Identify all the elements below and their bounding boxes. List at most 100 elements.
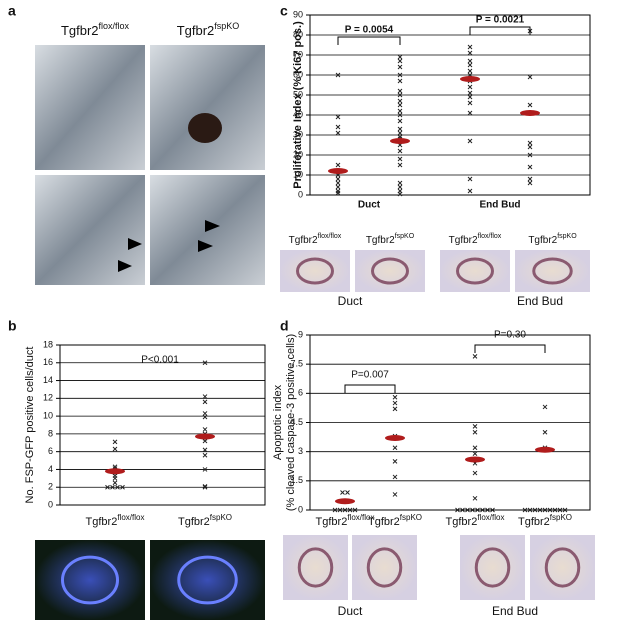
label-sup: fspKO [550, 513, 572, 522]
data-point [335, 190, 341, 196]
label-sup: fspKO [395, 233, 415, 240]
label-base: Tgfbr2 [518, 516, 550, 528]
label-sup: flox/flox [478, 233, 502, 240]
duct-structure [474, 547, 511, 588]
data-point [467, 68, 473, 74]
data-point [467, 44, 473, 50]
label-base: Tgfbr2 [449, 235, 478, 246]
lymph-node [188, 113, 222, 143]
data-point [335, 176, 341, 182]
data-point [202, 427, 208, 432]
label-base: Tgfbr2 [289, 235, 318, 246]
mean-marker [460, 76, 480, 82]
group-label: Tgfbr2flox/flox [316, 513, 375, 528]
data-point [342, 507, 348, 513]
data-point [467, 90, 473, 96]
bracket [337, 36, 401, 45]
y-tick-label: 50 [293, 89, 303, 99]
data-point [392, 492, 398, 497]
y-tick-label: 18 [43, 339, 53, 349]
mean-marker [390, 138, 410, 144]
micrograph [150, 45, 265, 170]
label-sup: fspKO [210, 513, 232, 522]
label-sup: flox/flox [318, 233, 342, 240]
data-point [397, 98, 403, 104]
micrograph [35, 540, 145, 620]
micrograph [283, 535, 348, 600]
data-point [392, 394, 398, 400]
data-point [467, 138, 473, 144]
data-point [397, 130, 403, 136]
data-point [335, 162, 341, 168]
y-tick-label: 4 [48, 464, 53, 474]
y-tick-label: 40 [293, 109, 303, 119]
group-label: Tgfbr2flox/flox [446, 513, 505, 528]
micrograph [150, 540, 265, 620]
x-category-label: End Bud [479, 200, 520, 211]
duct-structure [177, 555, 238, 605]
y-tick-label: 0 [298, 189, 303, 199]
duct-structure [532, 257, 573, 285]
y-tick-label: 8 [48, 428, 53, 438]
mean-marker [535, 446, 555, 453]
y-tick-label: 16 [43, 357, 53, 367]
duct-structure [296, 257, 334, 285]
p-value: P = 0.0054 [345, 25, 394, 36]
group-label: Tgfbr2flox/flox [86, 513, 145, 528]
data-point [480, 507, 485, 513]
micrograph [530, 535, 595, 600]
data-point [392, 474, 398, 480]
data-point [202, 467, 208, 472]
panel-label: c [280, 3, 288, 19]
data-point [467, 100, 473, 106]
y-tick-label: 12 [43, 393, 53, 403]
y-tick-label: 20 [293, 149, 303, 159]
data-point [467, 188, 473, 194]
image-caption: Tgfbr2flox/flox [61, 21, 130, 38]
data-point [542, 404, 548, 410]
y-tick-label: 0 [298, 504, 303, 514]
p-value: P<0.001 [141, 355, 179, 366]
data-point [467, 110, 473, 116]
y-tick-label: 6 [48, 446, 53, 456]
caption-sup: fspKO [214, 21, 239, 31]
y-axis-label: No. FSP-GFP positive cells/duct [24, 347, 36, 504]
data-point [527, 152, 533, 158]
bracket [344, 384, 396, 393]
group-label: Tgfbr2fspKO [528, 233, 577, 245]
data-point [347, 507, 353, 513]
label-sup: flox/flox [117, 513, 144, 522]
caption-base: Tgfbr2 [61, 23, 99, 38]
data-point [337, 507, 343, 513]
data-point [397, 78, 403, 84]
data-point [397, 156, 403, 162]
y-tick-label: 7.5 [290, 359, 303, 369]
data-point [332, 507, 338, 513]
data-point [472, 424, 478, 429]
data-point [455, 507, 460, 513]
data-point [397, 108, 403, 114]
duct-structure [371, 257, 409, 285]
mean-marker [195, 433, 215, 440]
data-point [202, 452, 208, 458]
duct-structure [544, 547, 581, 588]
data-point [392, 406, 398, 412]
data-point [115, 484, 120, 490]
data-point [527, 144, 533, 150]
data-point [527, 180, 533, 186]
label-sup: flox/flox [477, 513, 504, 522]
mean-marker [105, 468, 125, 475]
data-point [397, 180, 403, 186]
data-point [472, 451, 478, 456]
y-tick-label: 14 [43, 375, 53, 385]
image-caption: End Bud [517, 294, 563, 308]
label-base: Tgfbr2 [316, 516, 348, 528]
data-point [397, 184, 403, 190]
image-caption: Tgfbr2fspKO [177, 21, 240, 38]
data-point [542, 429, 548, 435]
data-point [335, 180, 341, 186]
data-point [557, 507, 563, 513]
data-point [397, 162, 403, 168]
y-axis-label: Proliferative Index (% Ki67 pos.) [292, 21, 304, 189]
data-point [352, 507, 358, 513]
